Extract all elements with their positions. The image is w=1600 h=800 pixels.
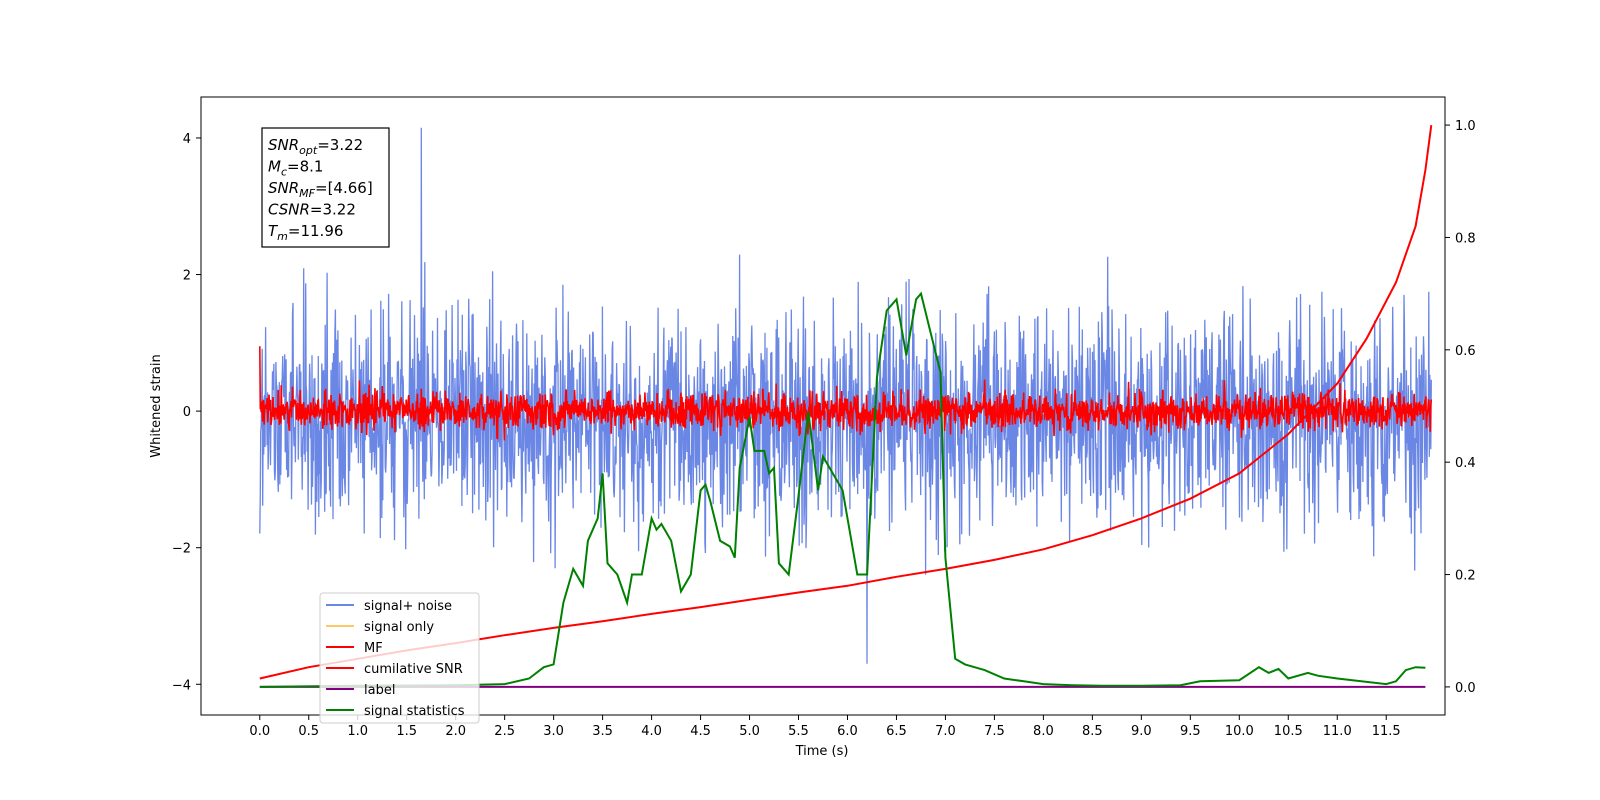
line-cumulative-snr: [259, 124, 1433, 680]
annotation-value: =3.22: [317, 136, 363, 154]
plot-area-frame: [200, 96, 1446, 716]
y2-tick-label: 0.4: [1455, 456, 1476, 471]
x-tick-label: 3.5: [592, 724, 613, 739]
y2-tick-label: 0.8: [1455, 231, 1476, 246]
y-tick-label: 0: [183, 405, 191, 420]
annotation-frame: [261, 127, 390, 248]
annotation-line: SNRMF=[4.66]: [268, 179, 373, 200]
annotation-line: CSNR=3.22: [268, 201, 356, 219]
legend-label: signal only: [364, 620, 434, 635]
y2-tick-label: 0.0: [1455, 681, 1476, 696]
x-tick-label: 0.5: [298, 724, 319, 739]
annotation-symbol: CSNR: [268, 201, 310, 219]
x-tick-label: 10.0: [1225, 724, 1254, 739]
x-tick-label: 8.5: [1082, 724, 1103, 739]
annotation-subscript: opt: [299, 144, 318, 157]
series-mf: [259, 346, 1433, 441]
x-tick-label: 9.5: [1180, 724, 1201, 739]
y2-tick-label: 0.2: [1455, 569, 1476, 584]
x-tick-label: 6.0: [837, 724, 858, 739]
annotation-value: =3.22: [310, 201, 356, 219]
line-signal-noise: [259, 127, 1432, 664]
x-tick-label: 0.0: [249, 724, 270, 739]
annotation-line: Mc=8.1: [268, 158, 323, 179]
y-tick-label: −4: [172, 678, 191, 693]
y2-tick-label: 1.0: [1455, 119, 1476, 134]
x-tick-label: 4.5: [690, 724, 711, 739]
y-axis-label: Whitened strain: [149, 354, 164, 457]
x-tick-label: 8.0: [1033, 724, 1054, 739]
legend-label: cumilative SNR: [364, 662, 463, 677]
x-tick-label: 3.0: [543, 724, 564, 739]
x-tick-label: 2.5: [494, 724, 515, 739]
x-tick-label: 11.5: [1372, 724, 1401, 739]
x-tick-label: 10.5: [1274, 724, 1303, 739]
x-tick-label: 6.5: [886, 724, 907, 739]
annotation-symbol: T: [268, 222, 279, 240]
x-tick-label: 4.0: [641, 724, 662, 739]
annotation-line: Tm=11.96: [268, 222, 343, 243]
x-tick-label: 11.0: [1323, 724, 1352, 739]
annotation-symbol: SNR: [268, 179, 299, 197]
x-tick-label: 1.0: [347, 724, 368, 739]
x-tick-label: 5.5: [788, 724, 809, 739]
annotation-subscript: MF: [299, 187, 315, 200]
x-tick-label: 7.0: [935, 724, 956, 739]
annotation-symbol: SNR: [268, 136, 299, 154]
x-tick-label: 7.5: [984, 724, 1005, 739]
x-tick-label: 1.5: [396, 724, 417, 739]
x-tick-label: 9.0: [1131, 724, 1152, 739]
legend-label: signal+ noise: [364, 599, 452, 614]
annotation-box: SNRopt=3.22Mc=8.1SNRMF=[4.66]CSNR=3.22Tm…: [261, 127, 390, 248]
legend-frame: [319, 592, 480, 724]
annotation-value: =11.96: [288, 222, 344, 240]
x-axis: 0.0 0.5 1.0 1.5 2.0 2.5 3.0 3.5 4.0 4.5 5.0 5.5 6.0 6…: [249, 715, 1401, 739]
y-axis-left: 4 2 0 −2 −4: [172, 132, 201, 693]
annotation-subscript: c: [281, 166, 287, 179]
legend-label: label: [364, 683, 395, 698]
y-tick-label: 4: [183, 132, 191, 147]
annotation-line: SNRopt=3.22: [268, 136, 363, 157]
legend: signal+ noise signal only MF cumilative SNR…: [319, 592, 480, 724]
x-tick-label: 2.0: [445, 724, 466, 739]
annotation-subscript: m: [277, 230, 288, 243]
series-signal-noise: [259, 127, 1432, 664]
x-axis-label: Time (s): [795, 744, 849, 759]
y2-tick-label: 0.6: [1455, 344, 1476, 359]
legend-label: signal statistics: [364, 704, 465, 719]
line-signal-statistics: [259, 291, 1426, 688]
x-tick-label: 5.0: [739, 724, 760, 739]
annotation-value: =8.1: [287, 158, 323, 176]
y-tick-label: 2: [183, 269, 191, 284]
annotation-value: =[4.66]: [315, 179, 373, 197]
annotation-symbol: M: [268, 158, 281, 176]
line-mf: [259, 346, 1433, 441]
legend-label: MF: [364, 641, 383, 656]
y-tick-label: −2: [172, 542, 191, 557]
y-axis-right: 1.0 0.8 0.6 0.4 0.2 0.0: [1445, 119, 1476, 696]
